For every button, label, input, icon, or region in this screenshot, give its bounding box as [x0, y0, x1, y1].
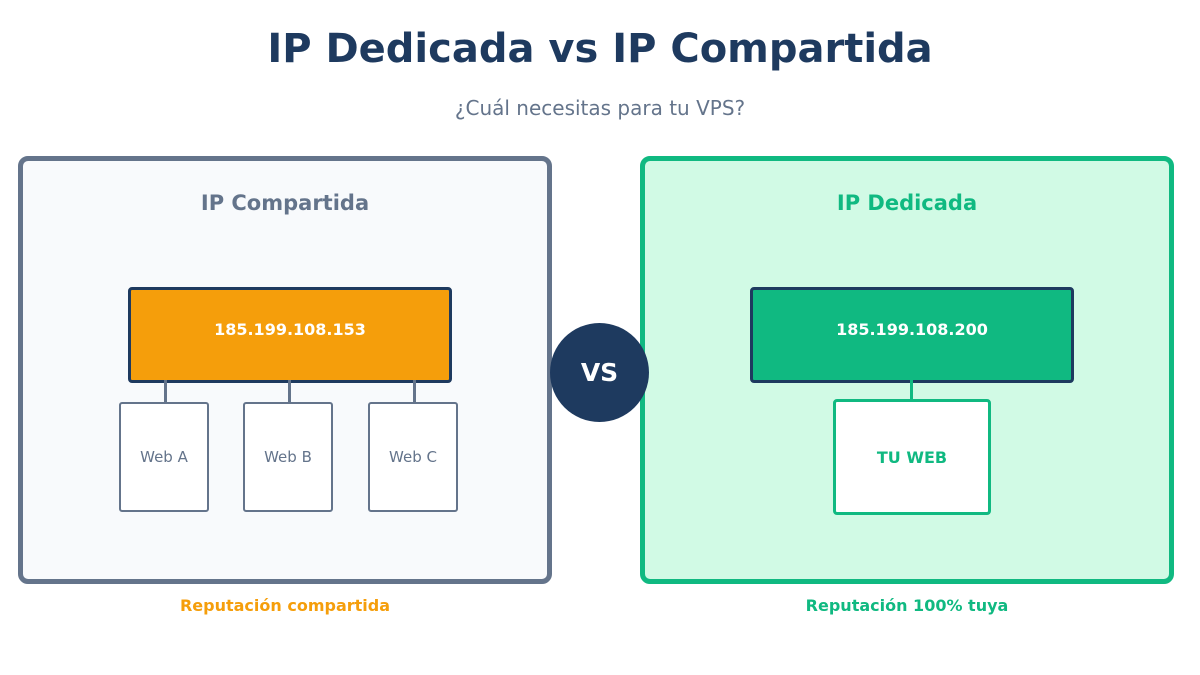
connector-tu-web [910, 380, 913, 410]
connector-web-c [413, 380, 416, 410]
shared-ip-address-box: 185.199.108.153 [128, 287, 452, 383]
dedicated-ip-address: 185.199.108.200 [836, 319, 988, 339]
dedicated-ip-heading: IP Dedicada [836, 191, 978, 215]
website-box-c: Web C [368, 402, 458, 512]
shared-ip-caption: Reputación compartida [179, 596, 391, 615]
dedicated-ip-address-box: 185.199.108.200 [750, 287, 1074, 383]
website-box-a: Web A [119, 402, 209, 512]
connector-web-b [288, 380, 291, 410]
shared-ip-panel: IP Compartida 185.199.108.153 Web A Web … [18, 156, 552, 584]
website-box-b: Web B [243, 402, 333, 512]
shared-ip-address: 185.199.108.153 [214, 319, 366, 339]
connector-web-a [164, 380, 167, 410]
dedicated-ip-panel: IP Dedicada 185.199.108.200 TU WEB [640, 156, 1174, 584]
shared-ip-heading: IP Compartida [200, 191, 370, 215]
your-website-box: TU WEB [833, 399, 991, 515]
dedicated-ip-caption: Reputación 100% tuya [805, 596, 1009, 615]
diagram-subtitle: ¿Cuál necesitas para tu VPS? [454, 96, 746, 120]
diagram-title: IP Dedicada vs IP Compartida [267, 26, 933, 72]
vs-badge: VS [550, 323, 649, 422]
